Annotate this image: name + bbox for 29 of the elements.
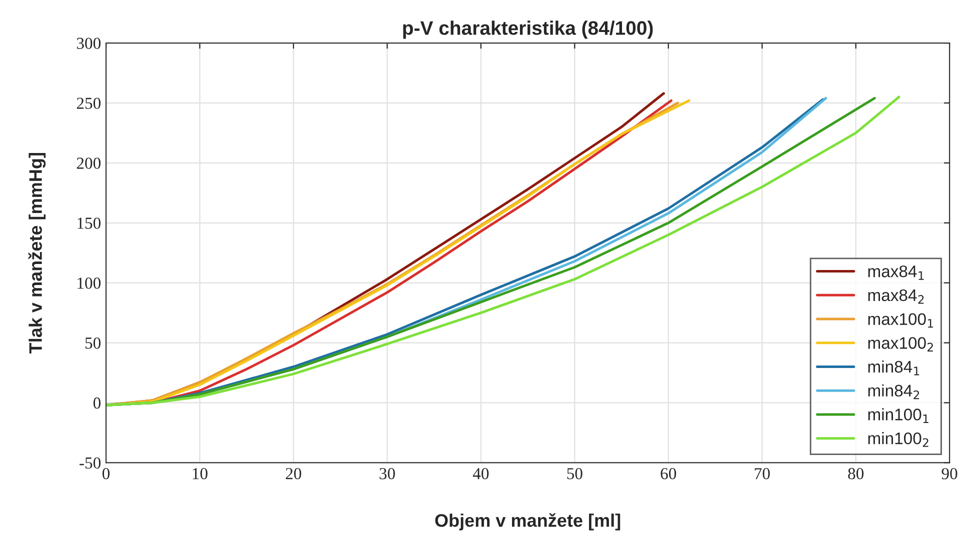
legend-label: max100$_{2}$ <box>868 337 933 352</box>
y-axis-title: Tlak v manžete [mmHg] <box>28 153 46 354</box>
y-tick-label: 100 <box>78 278 101 289</box>
legend-label: min84$_{2}$ <box>868 384 920 400</box>
y-tick-label: 0 <box>93 397 101 409</box>
y-tick-label: 150 <box>78 218 101 229</box>
y-tick-label: 200 <box>76 158 101 169</box>
x-tick-label: 90 <box>942 468 958 480</box>
x-tick-label: 10 <box>192 468 208 480</box>
y-tick-label: 300 <box>76 38 101 49</box>
legend-label: max84$_{2}$ <box>868 289 924 304</box>
chart-title: p-V charakteristika (84/100) <box>403 20 653 39</box>
x-tick-label: 50 <box>567 468 582 480</box>
x-tick-label: 80 <box>848 468 864 480</box>
y-tick-label: 50 <box>85 337 101 349</box>
x-tick-label: 70 <box>754 468 770 480</box>
legend-label: min84$_{1}$ <box>868 360 920 376</box>
legend-label: min100$_{1}$ <box>868 408 928 423</box>
x-tick-label: 40 <box>472 468 489 480</box>
legend-label: max84$_{1}$ <box>868 265 924 280</box>
legend-label: min100$_{2}$ <box>868 432 928 447</box>
legend-label: max100$_{1}$ <box>868 313 934 328</box>
x-tick-label: 20 <box>286 468 302 480</box>
x-tick-label: 30 <box>380 468 395 480</box>
x-tick-label: 0 <box>102 468 110 480</box>
y-tick-label: 250 <box>76 98 101 109</box>
x-tick-label: 60 <box>660 468 676 480</box>
y-tick-label: -50 <box>80 457 101 469</box>
x-axis-title: Objem v manžete [ml] <box>435 513 620 530</box>
